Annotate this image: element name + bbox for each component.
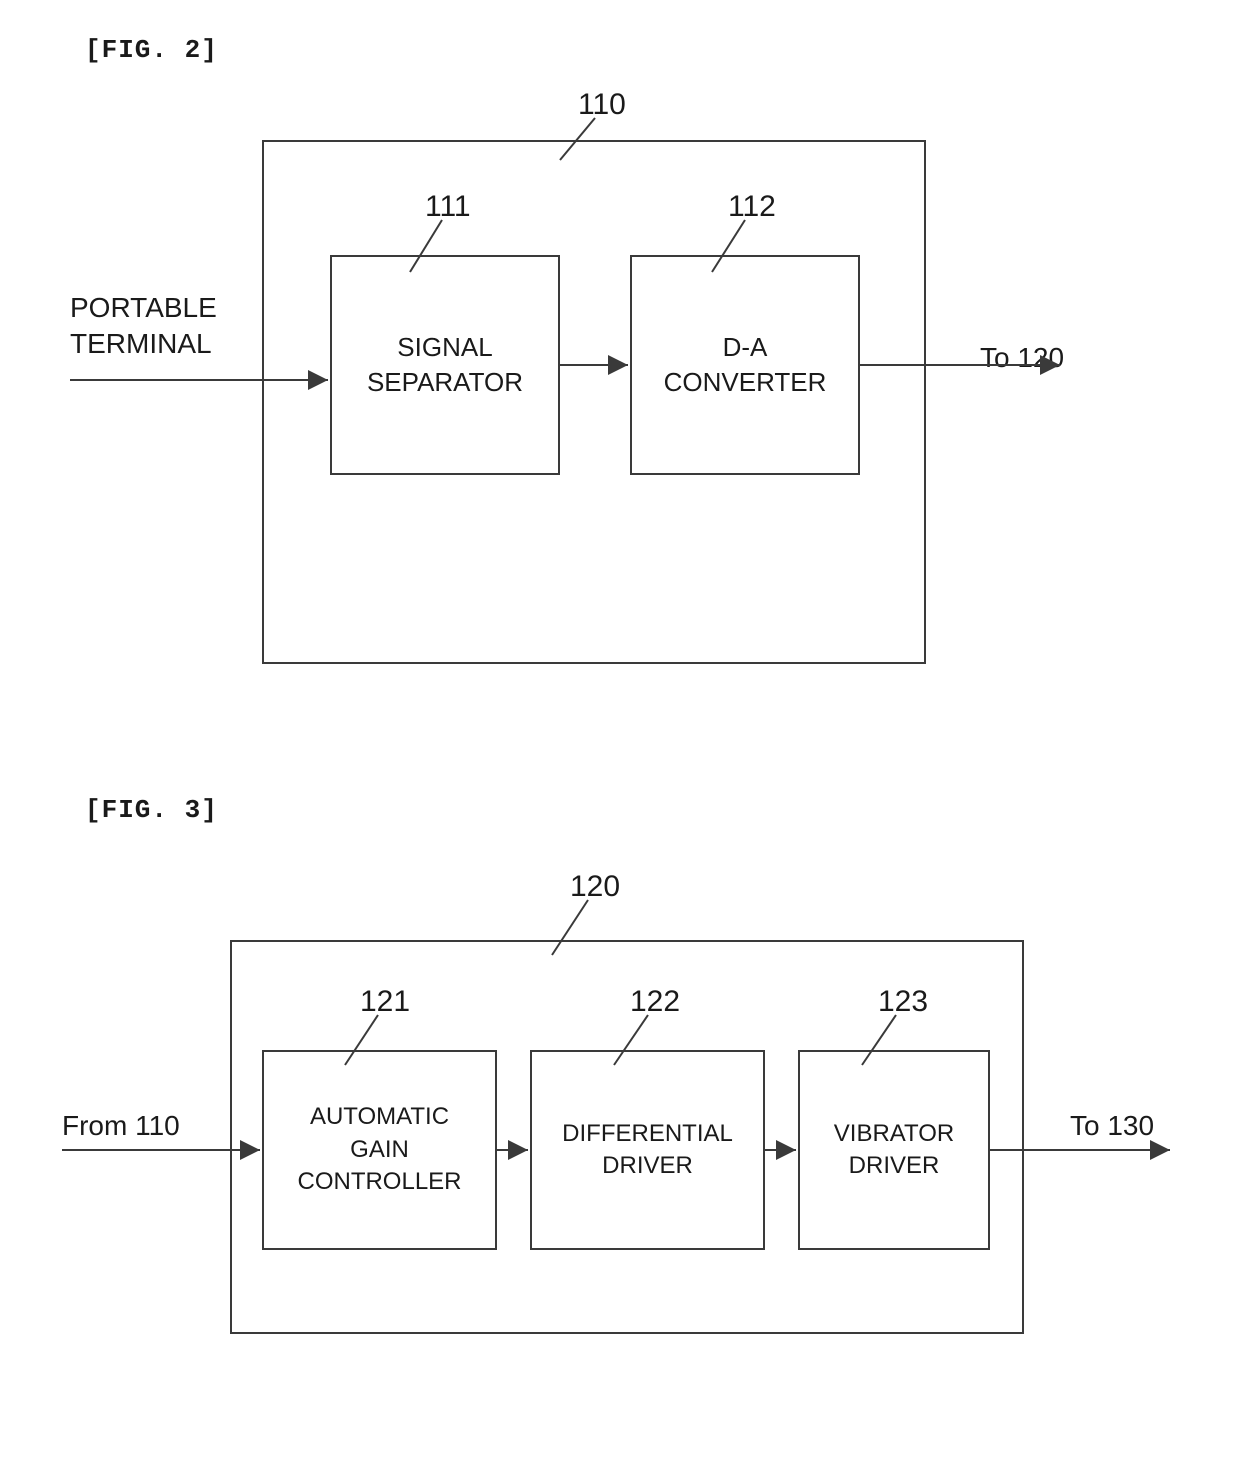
fig2-input-label: PORTABLE TERMINAL <box>70 290 217 363</box>
fig2-label: [FIG. 2] <box>85 35 218 65</box>
fig2-block-111-ref: 111 <box>425 190 471 224</box>
fig3-block-agc: AUTOMATIC GAIN CONTROLLER <box>262 1050 497 1250</box>
fig2-block-signal-separator: SIGNAL SEPARATOR <box>330 255 560 475</box>
fig3-output-label: To 130 <box>1070 1108 1154 1144</box>
fig3-block-diff-driver: DIFFERENTIAL DRIVER <box>530 1050 765 1250</box>
fig2-block-da-converter: D-A CONVERTER <box>630 255 860 475</box>
fig3-outer-ref: 120 <box>570 870 620 904</box>
fig3-label: [FIG. 3] <box>85 795 218 825</box>
fig3-block-vibrator-driver: VIBRATOR DRIVER <box>798 1050 990 1250</box>
fig2-output-label: To 120 <box>980 340 1064 376</box>
fig3-block-121-ref: 121 <box>360 985 410 1019</box>
fig3-input-label: From 110 <box>62 1108 180 1144</box>
fig2-outer-ref: 110 <box>578 88 626 122</box>
fig3-block-122-ref: 122 <box>630 985 680 1019</box>
page: [FIG. 2] 110 PORTABLE TERMINAL To 120 SI… <box>0 0 1240 1474</box>
fig2-block-112-ref: 112 <box>728 190 776 224</box>
fig3-block-123-ref: 123 <box>878 985 928 1019</box>
